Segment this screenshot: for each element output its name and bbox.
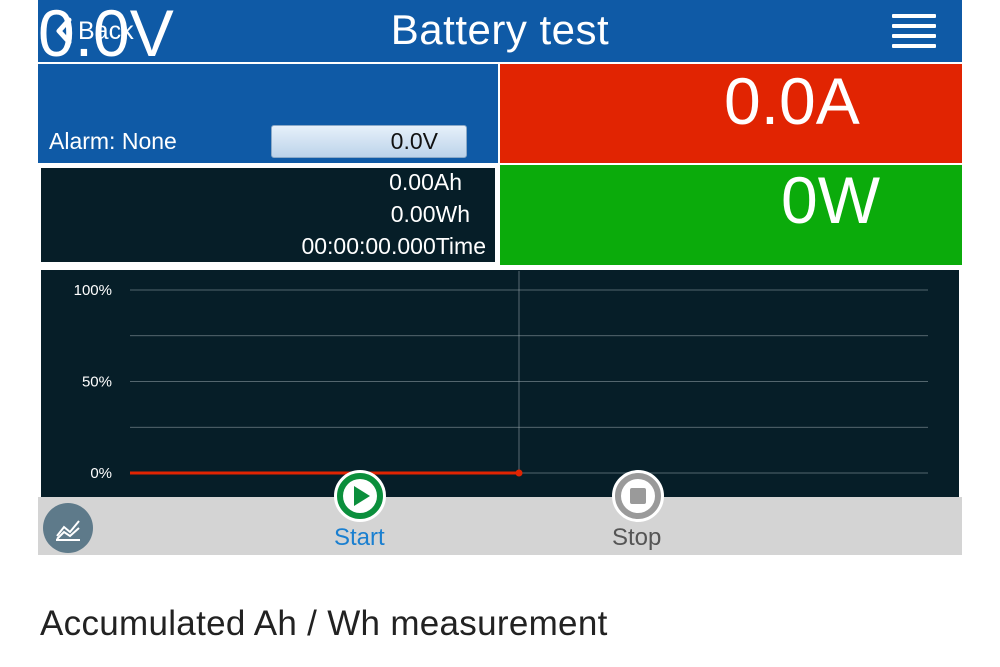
back-label: Back <box>78 16 134 45</box>
battery-test-screen: Back Battery test 0.0V Alarm: None 0.0V … <box>38 0 962 555</box>
stop-icon <box>621 479 655 513</box>
alarm-status: Alarm: None <box>49 128 177 154</box>
voltage-value: 0.0V <box>38 0 174 70</box>
header-bar: Back Battery test <box>38 0 962 62</box>
current-tile[interactable]: 0.0A <box>500 64 962 163</box>
start-label[interactable]: Start <box>334 524 385 551</box>
series-endpoint <box>515 469 523 477</box>
chevron-left-icon <box>56 17 72 45</box>
back-button[interactable]: Back <box>54 12 134 50</box>
power-tile[interactable]: 0W <box>500 165 962 265</box>
start-button[interactable] <box>334 470 386 522</box>
hamburger-menu-icon[interactable] <box>892 14 936 48</box>
caption-text: Accumulated Ah / Wh measurement <box>40 604 608 643</box>
y-tick-label: 50% <box>82 374 112 391</box>
time-readout: 00:00:00.000Time <box>301 233 486 259</box>
page-title: Battery test <box>390 6 610 53</box>
current-value: 0.0A <box>724 64 860 138</box>
y-tick-label: 0% <box>90 465 112 482</box>
ah-readout: 0.00Ah <box>389 169 462 195</box>
power-value: 0W <box>781 163 880 237</box>
bottom-toolbar <box>38 497 962 555</box>
progress-chart: 100% 50% 0% <box>38 267 962 497</box>
wh-readout: 0.00Wh <box>390 201 470 227</box>
plot-background <box>41 270 959 497</box>
play-icon <box>343 479 377 513</box>
energy-tile <box>38 165 498 265</box>
graph-icon <box>56 520 80 541</box>
voltage-setpoint-field[interactable]: 0.0V <box>271 125 467 158</box>
graph-view-button[interactable] <box>43 503 93 553</box>
chart-svg: 100% 50% 0% <box>41 270 959 497</box>
stop-label[interactable]: Stop <box>612 524 662 551</box>
energy-panel <box>41 168 495 262</box>
stop-button[interactable] <box>612 470 664 522</box>
y-tick-label: 100% <box>74 282 112 299</box>
